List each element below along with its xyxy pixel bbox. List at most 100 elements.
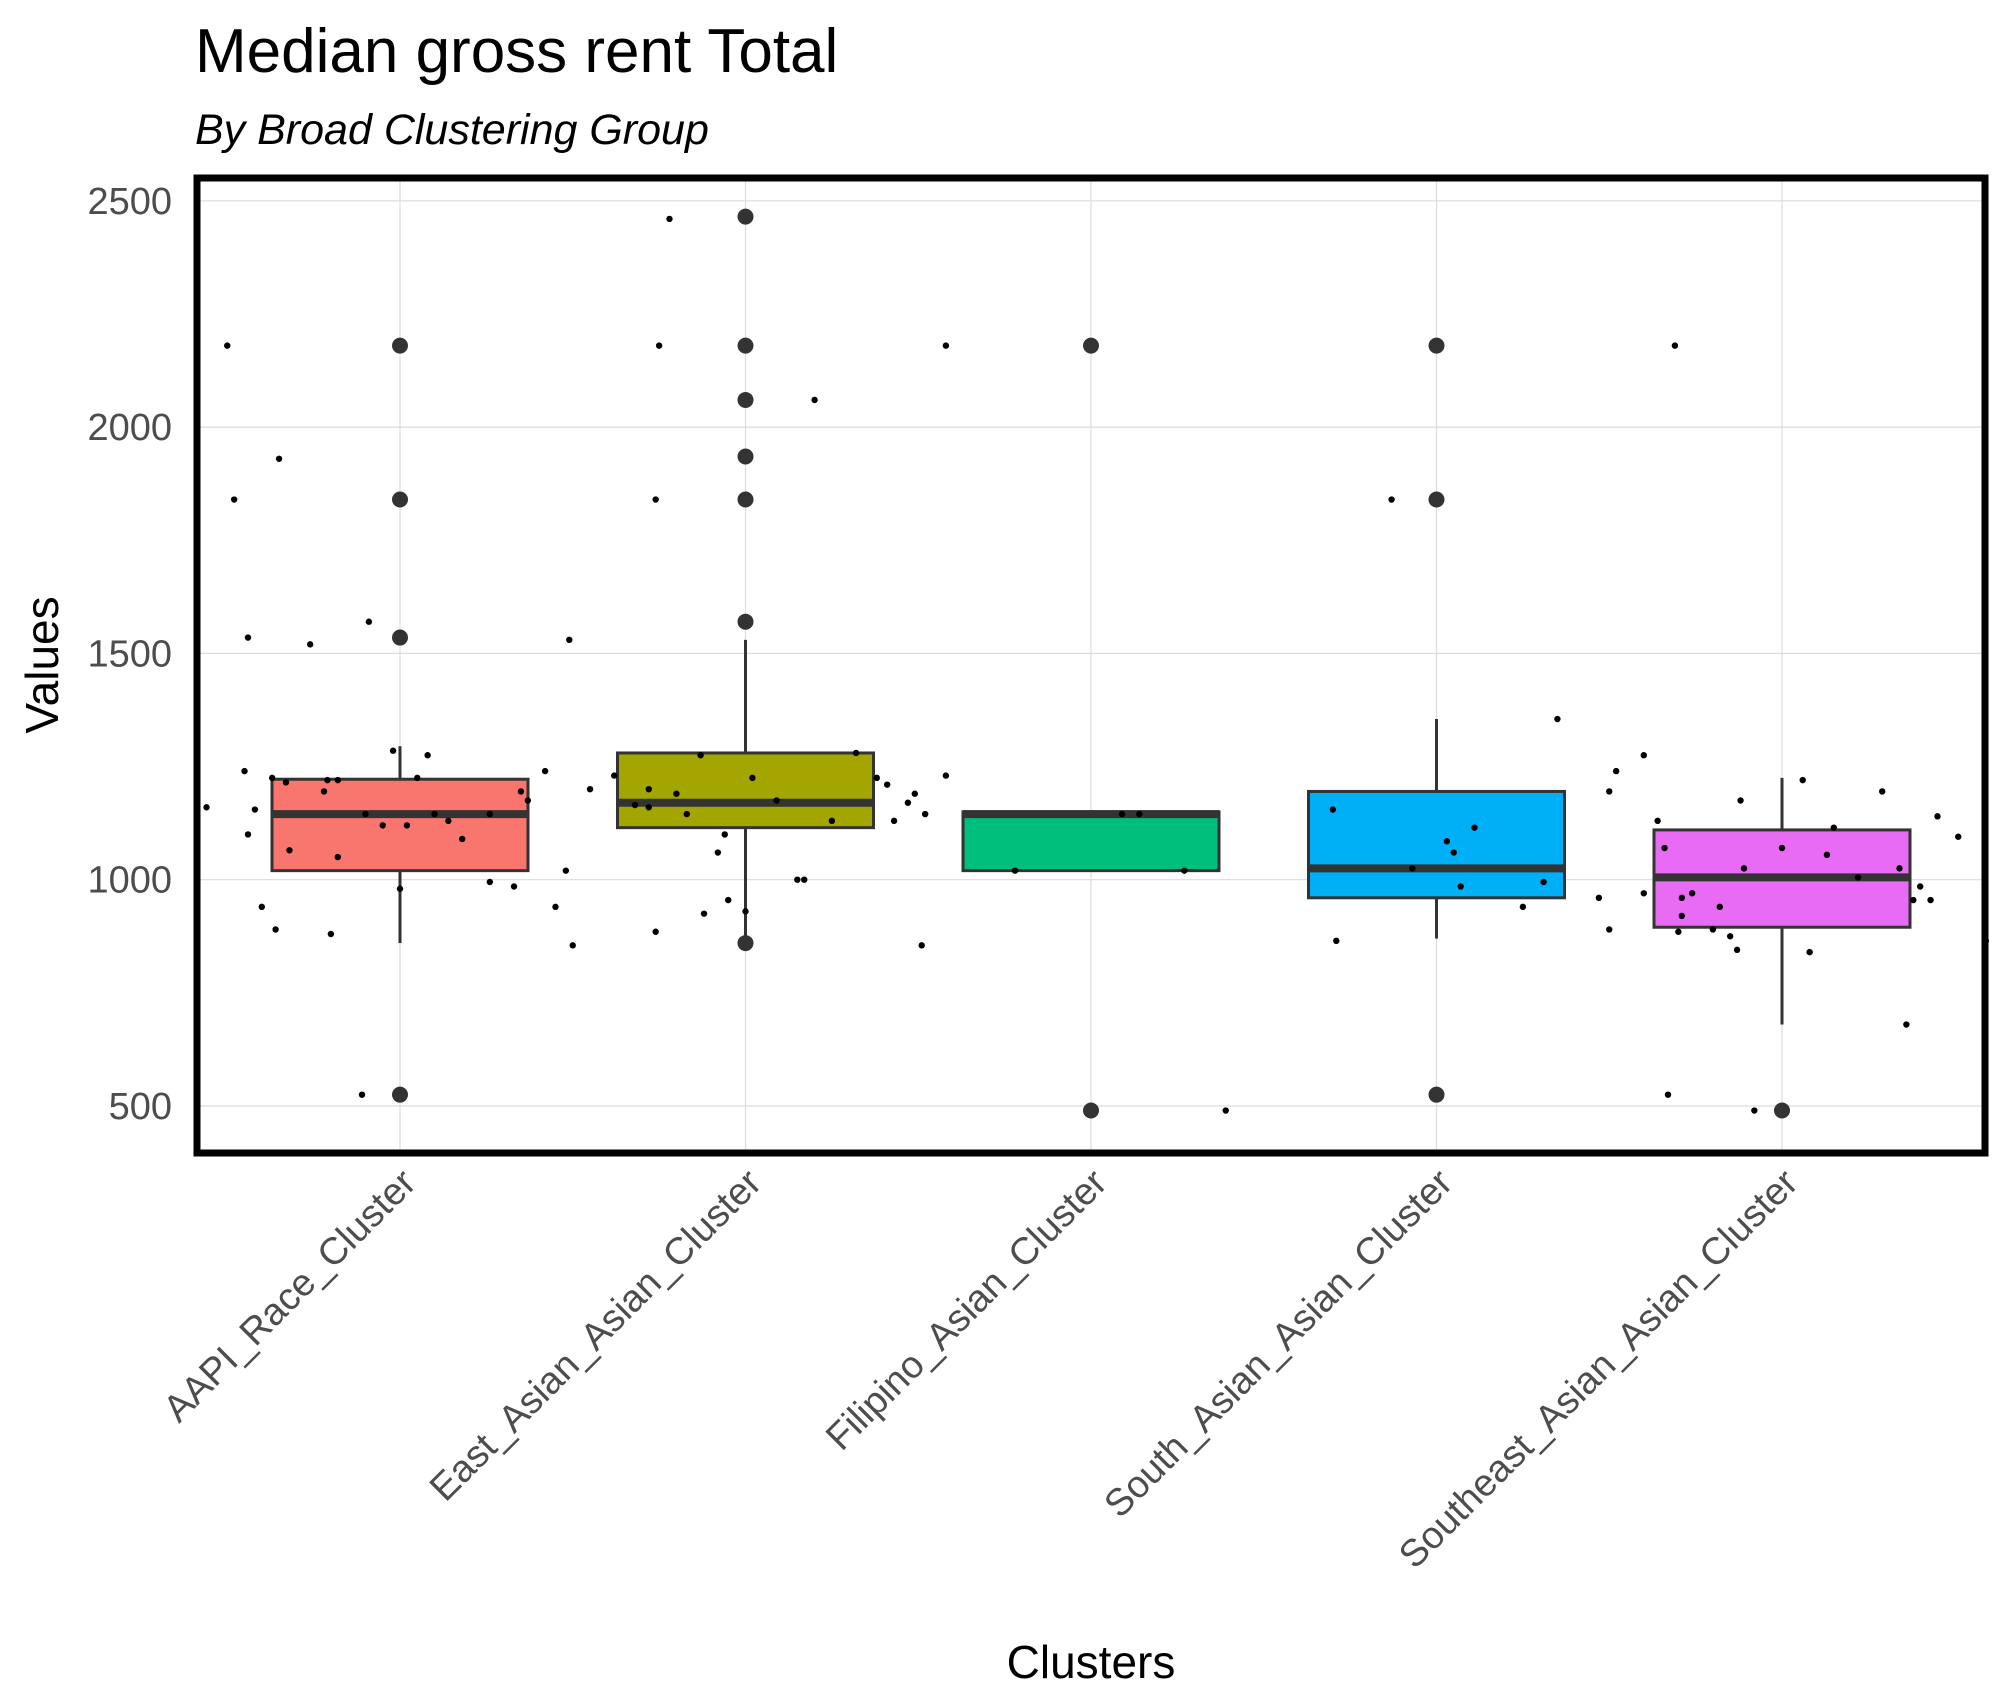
outlier-point <box>1428 491 1445 508</box>
y-axis-ticks: 500 1000 1500 2000 2500 <box>87 181 172 1128</box>
x-tick-label: Filipino_Asian_Cluster <box>818 1161 1115 1458</box>
outlier-point <box>737 613 754 630</box>
jitter-point <box>320 788 328 795</box>
jitter-point <box>611 772 618 779</box>
jitter-point <box>652 496 659 503</box>
outlier-point <box>1083 1102 1099 1119</box>
jitter-point <box>1678 912 1686 920</box>
jitter-point <box>1675 928 1682 935</box>
jitter-point <box>1830 824 1838 831</box>
jitter-point <box>510 883 518 890</box>
jitter-point <box>918 942 925 949</box>
jitter-point <box>1612 767 1620 775</box>
jitter-point <box>224 342 231 349</box>
outlier-point <box>392 491 408 508</box>
jitter-point <box>1678 894 1686 902</box>
jitter-point <box>1222 1107 1229 1114</box>
jitter-point <box>1457 883 1464 890</box>
jitter-point <box>828 817 836 825</box>
jitter-point <box>1661 844 1668 852</box>
jitter-point <box>1854 874 1862 881</box>
chart-title: Median gross rent Total <box>195 17 838 86</box>
jitter-point <box>801 876 808 883</box>
y-tick-label: 1000 <box>87 860 172 902</box>
jitter-point <box>389 747 397 754</box>
x-axis-title: Clusters <box>1007 1636 1176 1688</box>
jitter-point <box>241 767 248 775</box>
jitter-point <box>873 774 880 782</box>
jitter-point <box>1388 496 1395 503</box>
jitter-point <box>396 885 404 892</box>
jitter-point <box>334 853 342 861</box>
jitter-point <box>230 496 238 503</box>
jitter-point <box>666 215 673 223</box>
jitter-point <box>1955 833 1962 840</box>
jitter-point <box>403 822 411 829</box>
jitter-point <box>251 806 259 813</box>
outlier-point <box>1083 337 1099 354</box>
x-axis-ticks: AAPI_Race_ClusterEast_Asian_Asian_Cluste… <box>156 1161 1807 1576</box>
outlier-point <box>737 391 754 408</box>
jitter-point <box>552 903 559 911</box>
jitter-point <box>1640 752 1648 759</box>
chart-subtitle: By Broad Clustering Group <box>195 106 709 154</box>
jitter-point <box>1654 817 1661 825</box>
jitter-point <box>742 908 749 915</box>
y-tick-label: 2000 <box>87 407 172 449</box>
jitter-point <box>645 785 652 793</box>
jitter-points <box>203 215 1990 1114</box>
jitter-point <box>942 342 950 349</box>
jitter-point <box>655 342 663 349</box>
jitter-point <box>1903 1021 1910 1028</box>
jitter-point <box>327 930 335 938</box>
jitter-point <box>1799 776 1806 784</box>
jitter-point <box>541 767 549 775</box>
jitter-point <box>424 752 431 759</box>
outlier-point <box>1774 1102 1790 1119</box>
outlier-point <box>737 935 754 952</box>
jitter-point <box>1671 342 1679 349</box>
gridlines <box>200 181 1982 1150</box>
jitter-point <box>1726 933 1734 940</box>
outlier-point <box>392 629 408 646</box>
x-tick-label: AAPI_Race_Cluster <box>156 1161 425 1430</box>
jitter-point <box>569 942 576 949</box>
x-tick-label: South_Asian_Asian_Cluster <box>1097 1161 1462 1526</box>
outlier-point <box>392 337 408 354</box>
jitter-point <box>275 455 283 462</box>
jitter-point <box>562 867 570 874</box>
jitter-point <box>1554 715 1561 723</box>
jitter-point <box>1823 851 1831 859</box>
jitter-point <box>1737 797 1744 804</box>
jitter-point <box>566 636 573 644</box>
outlier-point <box>737 337 754 354</box>
outlier-point <box>1428 337 1445 354</box>
jitter-point <box>721 831 728 838</box>
jitter-point <box>921 810 929 818</box>
jitter-point <box>911 790 918 797</box>
jitter-point <box>1136 810 1143 818</box>
jitter-point <box>1329 806 1337 813</box>
jitter-point <box>631 801 639 809</box>
jitter-point <box>258 903 265 911</box>
jitter-point <box>244 634 252 641</box>
jitter-point <box>203 804 210 811</box>
jitter-point <box>365 618 373 625</box>
jitter-point <box>486 810 494 818</box>
jitter-point <box>1471 824 1478 831</box>
y-tick-label: 500 <box>109 1086 172 1128</box>
box <box>961 810 1221 873</box>
outlier-point <box>1428 1086 1445 1103</box>
jitter-point <box>458 835 466 843</box>
jitter-point <box>773 797 780 804</box>
box <box>270 777 530 873</box>
jitter-point <box>1664 1091 1672 1098</box>
jitter-point <box>852 749 860 757</box>
jitter-point <box>272 926 279 933</box>
jitter-point <box>282 779 290 786</box>
y-tick-label: 2500 <box>87 181 172 223</box>
jitter-point <box>683 810 690 818</box>
jitter-point <box>890 817 898 825</box>
jitter-point <box>1688 890 1696 897</box>
